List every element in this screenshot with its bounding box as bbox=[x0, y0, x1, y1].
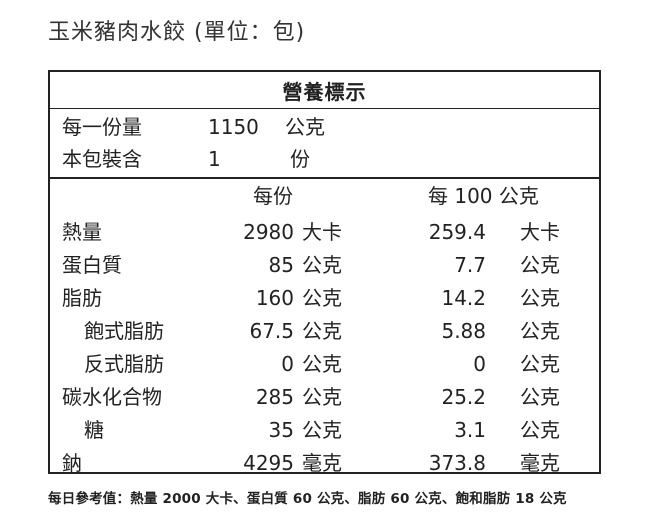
nutrient-per-100g-value: 5.88 bbox=[441, 319, 486, 343]
nutrient-per-serving-value: 67.5 bbox=[249, 319, 294, 343]
column-header-per-serving: 每份 bbox=[253, 184, 293, 208]
nutrition-facts-panel: 營養標示 每一份量 1150 公克 本包裝含 1 份 每份 每 100 公克 熱… bbox=[48, 70, 601, 475]
nutrient-label: 蛋白質 bbox=[62, 253, 122, 277]
panel-heading: 營養標示 bbox=[50, 72, 599, 109]
servings-per-pack-label: 本包裝含 bbox=[62, 147, 142, 171]
nutrient-label: 鈉 bbox=[62, 451, 82, 475]
nutrient-row: 熱量 2980 大卡 259.4 大卡 bbox=[50, 216, 599, 248]
nutrient-per-100g-unit: 公克 bbox=[520, 253, 560, 277]
nutrient-label: 脂肪 bbox=[62, 286, 102, 310]
nutrient-per-100g-value: 14.2 bbox=[441, 286, 486, 310]
nutrient-per-serving-value: 35 bbox=[268, 418, 294, 442]
nutrient-row: 飽式脂肪 67.5 公克 5.88 公克 bbox=[50, 315, 599, 347]
nutrient-label: 反式脂肪 bbox=[84, 352, 164, 376]
nutrient-per-serving-unit: 大卡 bbox=[302, 220, 342, 244]
nutrient-per-serving-value: 2980 bbox=[243, 220, 294, 244]
serving-size-value: 1150 bbox=[208, 115, 259, 139]
serving-size-row: 每一份量 1150 公克 bbox=[50, 111, 599, 143]
nutrient-per-serving-unit: 公克 bbox=[302, 253, 342, 277]
nutrient-per-serving-value: 160 bbox=[255, 286, 294, 310]
nutrient-per-serving-unit: 公克 bbox=[302, 319, 342, 343]
nutrient-per-100g-unit: 公克 bbox=[520, 352, 560, 376]
nutrient-per-100g-value: 3.1 bbox=[454, 418, 486, 442]
nutrient-row: 反式脂肪 0 公克 0 公克 bbox=[50, 348, 599, 380]
nutrient-row: 碳水化合物 285 公克 25.2 公克 bbox=[50, 381, 599, 413]
servings-per-pack-unit: 份 bbox=[290, 147, 310, 171]
nutrient-per-serving-value: 0 bbox=[281, 352, 294, 376]
nutrient-per-serving-unit: 公克 bbox=[302, 286, 342, 310]
nutrient-label: 碳水化合物 bbox=[62, 385, 162, 409]
nutrient-per-serving-unit: 公克 bbox=[302, 418, 342, 442]
nutrient-per-100g-value: 7.7 bbox=[454, 253, 486, 277]
nutrient-per-100g-value: 0 bbox=[473, 352, 486, 376]
nutrient-label: 糖 bbox=[84, 418, 104, 442]
nutrient-per-100g-value: 373.8 bbox=[428, 451, 486, 475]
servings-per-pack-row: 本包裝含 1 份 bbox=[50, 143, 599, 175]
nutrient-per-serving-value: 285 bbox=[255, 385, 294, 409]
nutrient-per-serving-value: 85 bbox=[268, 253, 294, 277]
servings-per-pack-value: 1 bbox=[208, 147, 221, 171]
nutrient-per-serving-unit: 公克 bbox=[302, 385, 342, 409]
serving-info: 每一份量 1150 公克 本包裝含 1 份 bbox=[50, 109, 599, 179]
nutrient-row: 糖 35 公克 3.1 公克 bbox=[50, 414, 599, 446]
nutrient-row: 脂肪 160 公克 14.2 公克 bbox=[50, 282, 599, 314]
nutrient-per-100g-unit: 毫克 bbox=[520, 451, 560, 475]
nutrient-per-serving-unit: 公克 bbox=[302, 352, 342, 376]
nutrient-label: 飽式脂肪 bbox=[84, 319, 164, 343]
nutrient-row: 鈉 4295 毫克 373.8 毫克 bbox=[50, 447, 599, 479]
nutrient-per-100g-value: 259.4 bbox=[428, 220, 486, 244]
serving-size-unit: 公克 bbox=[285, 115, 325, 139]
serving-size-label: 每一份量 bbox=[62, 115, 142, 139]
nutrient-per-100g-unit: 公克 bbox=[520, 385, 560, 409]
daily-reference-footnote: 每日參考值：熱量 2000 大卡、蛋白質 60 公克、脂肪 60 公克、飽和脂肪… bbox=[48, 491, 567, 507]
column-header-per-100g: 每 100 公克 bbox=[428, 184, 539, 208]
nutrient-per-100g-unit: 公克 bbox=[520, 286, 560, 310]
nutrient-per-100g-unit: 大卡 bbox=[520, 220, 560, 244]
nutrient-label: 熱量 bbox=[62, 220, 102, 244]
nutrient-per-100g-unit: 公克 bbox=[520, 418, 560, 442]
nutrient-per-100g-value: 25.2 bbox=[441, 385, 486, 409]
nutrient-per-serving-unit: 毫克 bbox=[302, 451, 342, 475]
nutrient-per-100g-unit: 公克 bbox=[520, 319, 560, 343]
nutrient-row: 蛋白質 85 公克 7.7 公克 bbox=[50, 249, 599, 281]
product-title: 玉米豬肉水餃 (單位：包) bbox=[48, 20, 306, 45]
nutrient-per-serving-value: 4295 bbox=[243, 451, 294, 475]
